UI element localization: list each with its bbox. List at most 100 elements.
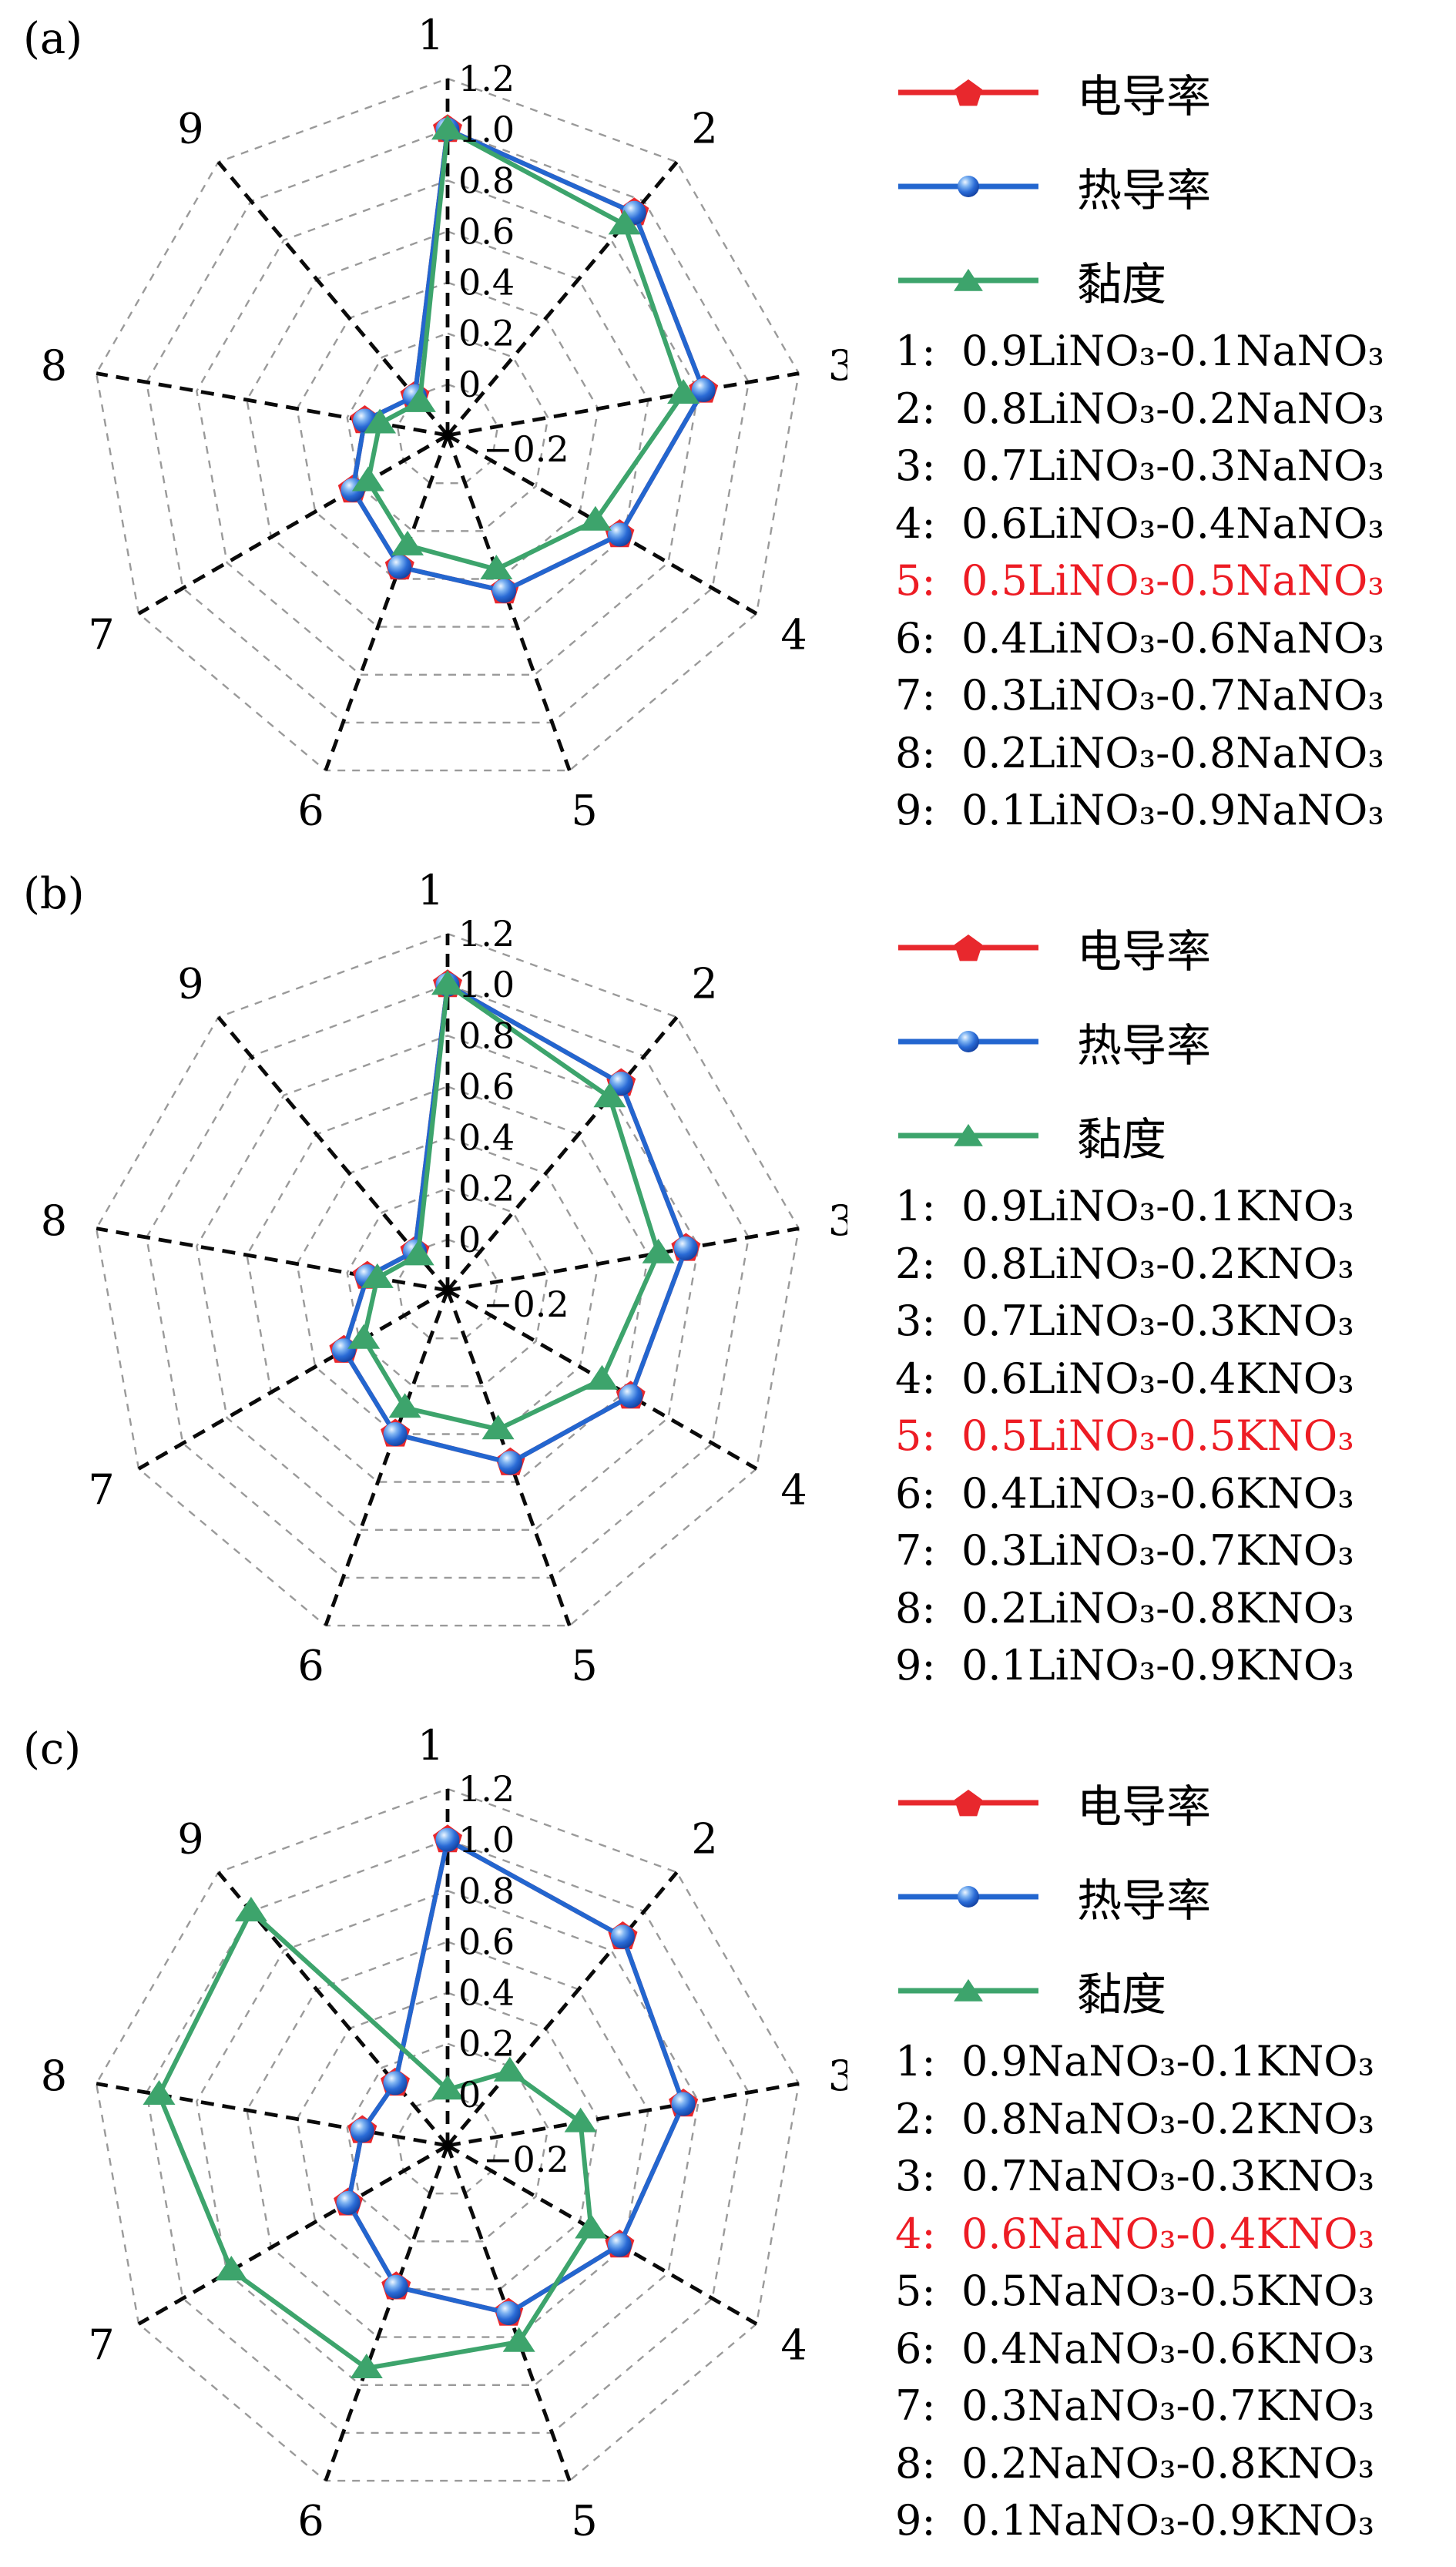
rtick-label: 0 xyxy=(458,1219,481,1260)
axis-label-9: 9 xyxy=(177,1814,203,1863)
triangle-marker-icon xyxy=(401,1240,434,1266)
composition-item-9: 9: 0.1NaNO₃-0.9KNO₃ xyxy=(895,2496,1374,2545)
composition-formula: 0.3LiNO₃-0.7NaNO₃ xyxy=(961,671,1384,720)
composition-formula: 0.2LiNO₃-0.8NaNO₃ xyxy=(961,728,1384,777)
legend-label: 电导率 xyxy=(1077,70,1212,122)
legend-item-viscosity: 黏度 xyxy=(895,256,1166,310)
circle-marker-icon xyxy=(691,378,716,402)
triangle-marker-icon xyxy=(403,387,436,412)
axis-label-3: 3 xyxy=(828,341,847,390)
circle-marker-icon xyxy=(383,2071,408,2096)
composition-index: 8: xyxy=(895,2438,936,2488)
axis-spoke-3 xyxy=(447,2082,800,2148)
grid-ring xyxy=(196,1035,699,1531)
panel-label: (a) xyxy=(23,14,83,64)
grid-ring xyxy=(145,1838,750,2434)
triangle-marker-icon xyxy=(593,1082,626,1108)
axis-spoke-6 xyxy=(324,435,450,771)
composition-item-8: 8: 0.2LiNO₃-0.8NaNO₃ xyxy=(895,729,1384,777)
circle-marker-icon xyxy=(958,1886,979,1908)
legend-marker xyxy=(898,1031,1038,1052)
composition-index: 2: xyxy=(895,1239,936,1288)
composition-index: 1: xyxy=(895,1182,936,1230)
triangle-marker-icon xyxy=(608,210,641,235)
axis-label-5: 5 xyxy=(571,2497,597,2545)
composition-formula: 0.8NaNO₃-0.2KNO₃ xyxy=(961,2094,1375,2143)
axis-label-6: 6 xyxy=(297,2497,324,2545)
grid-ring xyxy=(346,332,549,532)
pentagon-marker-icon xyxy=(954,1790,983,1817)
composition-index: 3: xyxy=(895,1297,936,1345)
grid-ring xyxy=(346,2042,549,2243)
axis-label-1: 1 xyxy=(418,1721,444,1770)
axis-spoke-2 xyxy=(446,1015,679,1292)
axis-spoke-3 xyxy=(447,371,800,438)
circle-marker-icon xyxy=(619,1384,643,1408)
rtick-label: 0.2 xyxy=(458,2023,515,2065)
composition-formula: 0.3NaNO₃-0.7KNO₃ xyxy=(961,2381,1375,2430)
axis-label-2: 2 xyxy=(691,959,717,1008)
axis-spoke-9 xyxy=(216,160,449,437)
composition-index: 5: xyxy=(895,556,936,605)
triangle-marker-icon xyxy=(575,2213,608,2239)
composition-item-7: 7: 0.3NaNO₃-0.7KNO₃ xyxy=(895,2381,1374,2430)
composition-formula: 0.7LiNO₃-0.3NaNO₃ xyxy=(961,441,1384,490)
composition-formula: 0.1LiNO₃-0.9NaNO₃ xyxy=(961,786,1384,834)
side-column: 电导率 热导率 黏度 1: 0.9NaNO₃-0.1KNO₃ 2: 0.8NaNO₃-0.2… xyxy=(855,1710,1456,2567)
composition-item-4: 4: 0.6LiNO₃-0.4NaNO₃ xyxy=(895,499,1384,548)
circle-marker-icon xyxy=(331,1338,356,1363)
triangle-marker-icon xyxy=(954,1123,983,1146)
composition-formula: 0.1LiNO₃-0.9KNO₃ xyxy=(961,1641,1354,1690)
axis-spoke-9 xyxy=(216,1015,449,1292)
series-line-viscosity xyxy=(361,982,661,1432)
series-line-conductivity xyxy=(350,127,706,593)
composition-index: 4: xyxy=(895,498,936,548)
composition-item-2: 2: 0.8LiNO₃-0.2NaNO₃ xyxy=(895,384,1384,433)
rtick-label: 0 xyxy=(458,2074,481,2116)
composition-item-7: 7: 0.3LiNO₃-0.7NaNO₃ xyxy=(895,671,1384,720)
triangle-marker-icon xyxy=(350,2354,383,2378)
composition-index: 4: xyxy=(895,2209,936,2258)
circle-marker-icon xyxy=(350,2119,374,2143)
circle-marker-icon xyxy=(435,1827,460,1852)
axis-label-3: 3 xyxy=(828,1196,847,1245)
rtick-label: 1.2 xyxy=(458,58,515,99)
triangle-marker-icon xyxy=(481,1414,515,1440)
axis-spoke-2 xyxy=(446,160,679,437)
legend-marker xyxy=(898,268,1038,291)
grid-ring xyxy=(145,128,750,724)
triangle-marker-icon xyxy=(215,2256,248,2280)
legend-item-conductivity: 电导率 xyxy=(895,68,1211,122)
rtick-label: 0.8 xyxy=(458,159,515,201)
legend-label: 热导率 xyxy=(1077,164,1212,216)
axis-label-5: 5 xyxy=(571,787,597,835)
rtick-label: 0.4 xyxy=(458,262,515,304)
rtick-label: −0.2 xyxy=(483,428,569,470)
circle-marker-icon xyxy=(607,2233,632,2257)
composition-formula: 0.9LiNO₃-0.1KNO₃ xyxy=(961,1182,1354,1230)
axis-label-4: 4 xyxy=(780,1466,807,1515)
circle-marker-icon xyxy=(384,2274,408,2299)
triangle-marker-icon xyxy=(480,555,513,579)
center-dot xyxy=(442,430,453,441)
series-line-viscosity xyxy=(156,1909,594,2371)
axis-label-2: 2 xyxy=(691,104,717,153)
pentagon-marker-icon xyxy=(954,935,983,961)
axis-label-8: 8 xyxy=(41,341,67,390)
grid-ring xyxy=(145,983,750,1579)
composition-formula: 0.4LiNO₃-0.6KNO₃ xyxy=(961,1468,1354,1518)
composition-item-3: 3: 0.7NaNO₃-0.3KNO₃ xyxy=(895,2152,1374,2200)
legend-label: 热导率 xyxy=(1077,1874,1212,1927)
legend-item-thermal-conductivity: 热导率 xyxy=(895,162,1211,216)
legend-item-viscosity: 黏度 xyxy=(895,1966,1166,2021)
composition-item-3: 3: 0.7LiNO₃-0.3KNO₃ xyxy=(895,1297,1354,1345)
composition-formula: 0.2LiNO₃-0.8KNO₃ xyxy=(961,1583,1354,1632)
side-column: 电导率 热导率 黏度 1: 0.9LiNO₃-0.1NaNO₃ 2: 0.8LiNO₃-0.… xyxy=(855,0,1456,855)
composition-item-4: 4: 0.6LiNO₃-0.4KNO₃ xyxy=(895,1354,1354,1403)
legend-label: 黏度 xyxy=(1077,1968,1167,2021)
composition-item-2: 2: 0.8LiNO₃-0.2KNO₃ xyxy=(895,1240,1354,1288)
radar-chart-c: 1.2 1.0 0.8 0.6 0.4 0.2 0−0.2 1 2 3 4 5 6 7 8 9 xyxy=(41,1721,847,2545)
circle-marker-icon xyxy=(496,2301,521,2325)
composition-item-5: 5: 0.5NaNO₃-0.5KNO₃ xyxy=(895,2267,1374,2315)
